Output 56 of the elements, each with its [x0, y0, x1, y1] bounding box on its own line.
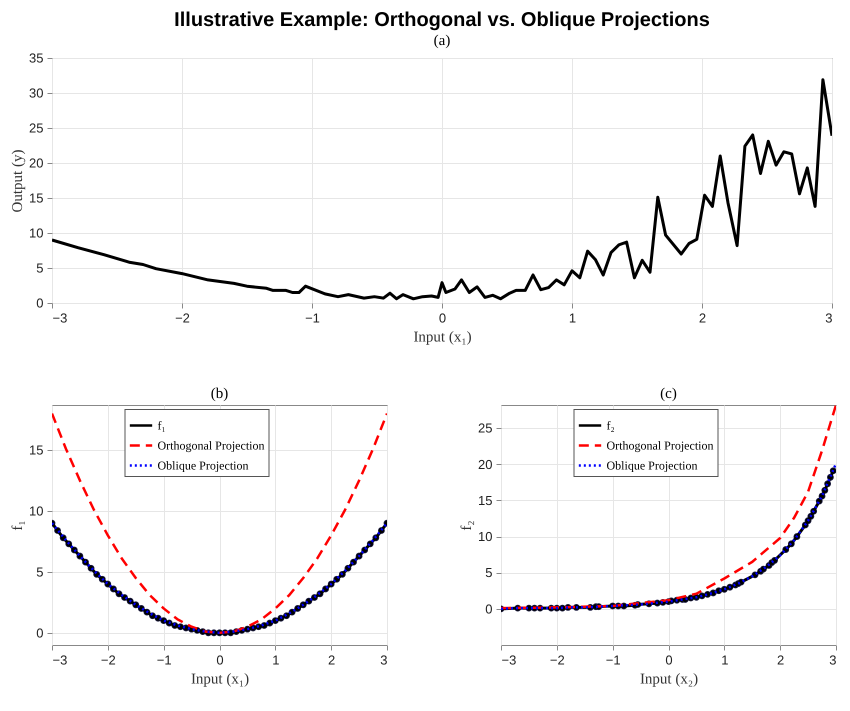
x-axis-title: Input (x₁) — [413, 330, 472, 346]
y-tick-label: 0 — [36, 625, 44, 640]
x-tick-label: 0 — [438, 310, 446, 326]
y-tick-label: 25 — [29, 120, 44, 136]
x-tick-label: 3 — [380, 652, 388, 668]
y-tick-label: 15 — [29, 190, 44, 206]
y-tick-label: 5 — [485, 565, 492, 580]
x-tick-label: 3 — [825, 310, 832, 326]
y-tick-label: 0 — [485, 601, 492, 616]
y-tick-label: 25 — [478, 420, 492, 436]
legend-label: f₁ — [158, 418, 166, 432]
y-tick-label: 10 — [478, 529, 492, 544]
x-tick-label: −1 — [606, 652, 621, 668]
chart-title: (b) — [210, 386, 228, 402]
legend-label: Oblique Projection — [158, 458, 248, 472]
legend-label: Oblique Projection — [606, 458, 698, 472]
y-tick-label: 35 — [29, 50, 44, 66]
x-tick-label: −2 — [100, 652, 116, 668]
y-tick-label: 5 — [36, 260, 44, 276]
x-axis-title: Input (x₁) — [190, 672, 250, 688]
y-tick-label: 10 — [29, 503, 44, 518]
y-tick-label: 5 — [36, 564, 44, 580]
x-tick-label: 2 — [777, 652, 784, 668]
x-tick-label: 2 — [328, 652, 336, 668]
x-axis-title: Input (x₂) — [640, 672, 698, 688]
x-tick-label: 3 — [829, 652, 836, 668]
chart-title: Illustrative Example: Orthogonal vs. Oblique Projections — [174, 9, 710, 31]
y-axis-title: Output (y) — [10, 150, 26, 212]
x-tick-label: −2 — [175, 310, 190, 326]
x-tick-label: 0 — [665, 652, 673, 668]
y-tick-label: 30 — [29, 86, 44, 100]
y-tick-label: 20 — [478, 456, 492, 472]
x-tick-label: 1 — [568, 310, 576, 326]
x-tick-label: 0 — [216, 652, 224, 668]
legend-label: Orthogonal Projection — [606, 438, 714, 452]
y-axis-title: f₁ — [10, 520, 26, 531]
legend-label: Orthogonal Projection — [158, 438, 264, 452]
x-tick-label: −2 — [550, 652, 565, 668]
line-series — [52, 78, 832, 300]
y-tick-label: 20 — [29, 156, 44, 170]
x-tick-label: 1 — [272, 652, 280, 668]
x-tick-label: −1 — [156, 652, 172, 668]
x-tick-label: −3 — [502, 652, 516, 668]
y-tick-label: 10 — [29, 226, 44, 240]
x-tick-label: −3 — [52, 310, 68, 326]
chart-subtitle: (a) — [434, 33, 450, 49]
x-tick-label: 2 — [698, 310, 706, 326]
y-tick-label: 15 — [478, 492, 492, 508]
y-axis-title: f₂ — [459, 520, 476, 531]
y-tick-label: 15 — [29, 442, 44, 458]
x-tick-label: −3 — [52, 652, 68, 668]
legend-label: f₂ — [606, 418, 615, 432]
x-tick-label: −1 — [305, 310, 320, 326]
x-tick-label: 1 — [721, 652, 728, 668]
y-tick-label: 0 — [36, 296, 44, 310]
chart-title: (c) — [660, 386, 677, 402]
